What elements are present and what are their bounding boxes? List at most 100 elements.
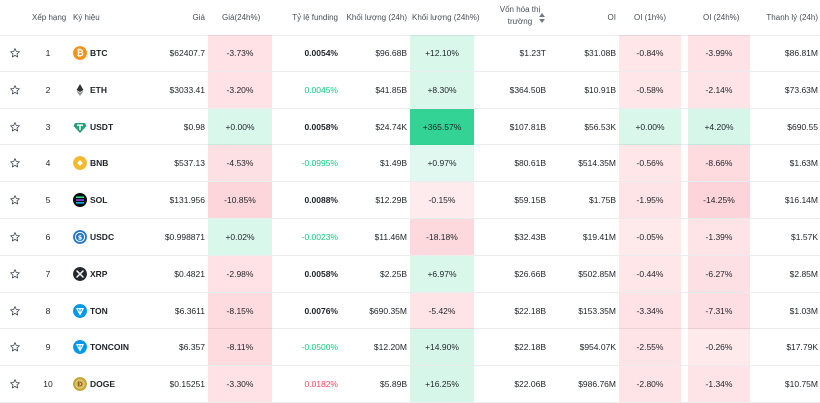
star-icon[interactable] (10, 158, 20, 168)
header-price[interactable]: Giá (192, 13, 205, 22)
coin-symbol[interactable]: BTC (90, 48, 108, 58)
star-icon[interactable] (10, 84, 20, 95)
coin-symbol[interactable]: BNB (90, 158, 109, 169)
volume: $12.20M (373, 342, 407, 353)
xrp-icon (73, 266, 87, 281)
oi-24h-heat (688, 35, 750, 71)
oi-24h-heat (688, 329, 750, 366)
liquidation: $690.55 (787, 121, 818, 132)
table-row[interactable]: 3 USDT $0.98 +0.00% 0.0058% $24.74K +365.57% $1… (0, 108, 820, 146)
funding-rate: 0.0054% (304, 48, 338, 58)
sort-icon[interactable] (538, 12, 546, 24)
header-market-cap[interactable]: Vốn hóa thị trường (490, 4, 550, 32)
market-cap: $107.81B (509, 121, 546, 132)
table-row[interactable]: 9 TONCOIN $6.357 -8.11% -0.0500% $12.20M +14.9… (0, 329, 820, 367)
liquidation: $1.57K (791, 232, 818, 242)
table-row[interactable]: 1 ₿ BTC $62407.7 -3.73% 0.0054% $96.68B +12.10%… (0, 35, 820, 72)
coin-symbol[interactable]: USDC (90, 232, 115, 242)
star-icon[interactable] (10, 379, 20, 389)
volume-change-heat (410, 145, 474, 182)
table-row[interactable]: 5 SOL $131.956 -10.85% 0.0088% $12.29B -0.15% $… (0, 182, 820, 219)
rank: 3 (45, 121, 51, 132)
liquidation: $1.63M (789, 158, 818, 169)
header-volume-change[interactable]: Khối lượng (24h%) (412, 13, 480, 22)
volume-change-heat (410, 219, 474, 255)
oi-1h-heat (619, 182, 681, 219)
open-interest: $31.08B (584, 48, 616, 58)
header-volume[interactable]: Khối lượng (24h) (346, 13, 407, 22)
table-row[interactable]: 7 XRP $0.4821 -2.98% 0.0058% $2.25B +6.97% $26.… (0, 255, 820, 293)
oi-24h-heat (688, 255, 750, 292)
price-change: -8.11% (226, 342, 254, 353)
oi-1h-heat (619, 329, 681, 366)
open-interest: $954.07K (579, 342, 616, 353)
toncoin-icon (73, 340, 87, 355)
star-icon[interactable] (10, 195, 20, 205)
coin-symbol[interactable]: TON (90, 305, 108, 316)
star-icon[interactable] (10, 232, 20, 242)
oi-1h-heat (619, 255, 681, 292)
liquidation: $16.14M (784, 195, 818, 206)
star-icon[interactable] (10, 121, 20, 132)
oi-24h-change: -1.34% (705, 379, 733, 390)
table-row[interactable]: 10 Ð DOGE $0.15251 -3.30% 0.0182% $5.89B +16.25… (0, 366, 820, 403)
price-change-heat (208, 366, 272, 403)
header-oi[interactable]: OI (607, 13, 616, 22)
volume: $41.85B (375, 84, 407, 95)
coin-symbol[interactable]: DOGE (90, 379, 116, 390)
star-icon[interactable] (10, 268, 20, 279)
volume-change: +0.97% (427, 158, 457, 169)
market-cap: $22.06B (514, 379, 546, 390)
price-change-heat (208, 182, 272, 219)
oi-24h-heat (688, 182, 750, 219)
header-oi-1h[interactable]: OI (1h%) (634, 13, 667, 22)
volume-change-heat (410, 255, 474, 292)
funding-rate: -0.0500% (301, 342, 338, 353)
table-row[interactable]: 2 ETH $3033.41 -3.20% 0.0045% $41.85B +8.30% $3… (0, 71, 820, 109)
header-rank[interactable]: Xếp hạng (32, 13, 67, 22)
coin-symbol[interactable]: XRP (90, 268, 108, 279)
oi-24h-change: -6.27% (705, 268, 733, 279)
oi-1h-heat (619, 366, 681, 403)
star-icon[interactable] (10, 48, 20, 58)
table-row[interactable]: 6 $ USDC $0.998871 +0.02% -0.0023% $11.46M -18.… (0, 219, 820, 256)
open-interest: $153.35M (578, 305, 616, 316)
header-funding-rate[interactable]: Tỷ lệ funding (292, 13, 338, 22)
star-icon[interactable] (10, 342, 20, 352)
table-header: Xếp hạng Ký hiệu Giá Giá(24h%) Tỷ lệ fun… (0, 0, 820, 36)
liquidation: $1.03M (789, 305, 818, 316)
market-cap: $26.66B (514, 268, 546, 279)
table-row[interactable]: 8 TON $6.3611 -8.15% 0.0076% $690.35M -5.42% $2… (0, 292, 820, 330)
header-symbol[interactable]: Ký hiệu (73, 13, 100, 22)
usdt-icon (73, 122, 87, 133)
oi-24h-heat (688, 219, 750, 255)
price: $0.98 (183, 121, 205, 132)
volume-change-heat (410, 182, 474, 219)
oi-24h-change: -3.99% (705, 48, 733, 58)
rank: 1 (45, 48, 51, 58)
volume: $1.49B (380, 158, 407, 169)
coin-symbol[interactable]: USDT (90, 121, 114, 132)
header-oi-24h[interactable]: OI (24h%) (703, 13, 740, 22)
star-icon[interactable] (10, 305, 20, 316)
header-price-change[interactable]: Giá(24h%) (222, 13, 261, 22)
funding-rate: -0.0023% (301, 232, 338, 242)
price: $0.4821 (174, 268, 205, 279)
price: $62407.7 (169, 48, 205, 58)
coin-symbol[interactable]: SOL (90, 195, 108, 206)
header-liquidation[interactable]: Thanh lý (24h) (766, 13, 818, 22)
funding-rate: -0.0995% (301, 158, 338, 169)
oi-24h-heat (688, 292, 750, 329)
volume: $12.29B (375, 195, 407, 206)
coin-symbol[interactable]: TONCOIN (90, 342, 130, 353)
volume-change-heat (410, 35, 474, 71)
liquidation: $10.75M (784, 379, 818, 390)
coin-symbol[interactable]: ETH (90, 84, 107, 95)
price-change-heat (208, 255, 272, 292)
svg-text:₿: ₿ (76, 48, 83, 59)
table-row[interactable]: 4 BNB $537.13 -4.53% -0.0995% $1.49B +0.97% $80… (0, 145, 820, 183)
price-change: -3.73% (226, 48, 254, 58)
market-cap: $22.18B (514, 342, 546, 353)
funding-rate: 0.0088% (304, 195, 338, 206)
